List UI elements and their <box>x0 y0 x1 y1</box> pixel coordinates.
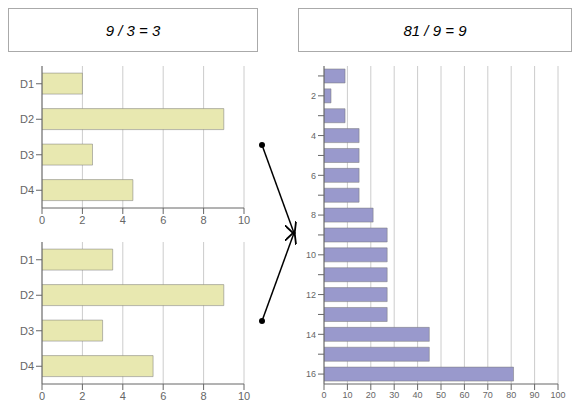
svg-text:12: 12 <box>306 290 316 300</box>
html-text:9 / 3 = 3: 9 / 3 = 3 <box>105 21 161 39</box>
svg-text:0: 0 <box>39 214 45 226</box>
svg-text:40: 40 <box>413 390 423 400</box>
svg-text:D2: D2 <box>20 113 34 125</box>
svg-text:80: 80 <box>506 390 516 400</box>
svg-text:2: 2 <box>311 91 316 101</box>
svg-text:D3: D3 <box>20 149 34 161</box>
svg-text:2: 2 <box>79 390 85 402</box>
svg-text:10: 10 <box>238 214 250 226</box>
svg-text:6: 6 <box>160 214 166 226</box>
svg-text:4: 4 <box>120 390 126 402</box>
svg-text:6: 6 <box>160 390 166 402</box>
svg-text:90: 90 <box>530 390 540 400</box>
svg-text:D4: D4 <box>20 184 34 196</box>
svg-text:20: 20 <box>366 390 376 400</box>
html-text:81 / 9 = 9: 81 / 9 = 9 <box>403 21 467 39</box>
svg-text:D4: D4 <box>20 360 34 372</box>
svg-text:50: 50 <box>436 390 446 400</box>
svg-text:30: 30 <box>389 390 399 400</box>
svg-text:0: 0 <box>39 390 45 402</box>
svg-text:4: 4 <box>311 131 316 141</box>
svg-text:D1: D1 <box>20 254 34 266</box>
svg-text:14: 14 <box>306 330 316 340</box>
svg-text:D3: D3 <box>20 325 34 337</box>
svg-text:10: 10 <box>306 250 316 260</box>
svg-text:8: 8 <box>201 390 207 402</box>
svg-text:D1: D1 <box>20 78 34 90</box>
svg-text:60: 60 <box>459 390 469 400</box>
svg-text:8: 8 <box>201 214 207 226</box>
svg-text:2: 2 <box>79 214 85 226</box>
svg-text:70: 70 <box>483 390 493 400</box>
svg-text:D2: D2 <box>20 289 34 301</box>
svg-text:100: 100 <box>550 390 565 400</box>
svg-text:6: 6 <box>311 171 316 181</box>
svg-text:8: 8 <box>311 210 316 220</box>
svg-text:10: 10 <box>238 390 250 402</box>
svg-text:16: 16 <box>306 369 316 379</box>
svg-text:10: 10 <box>342 390 352 400</box>
svg-text:0: 0 <box>321 390 326 400</box>
svg-text:4: 4 <box>120 214 126 226</box>
